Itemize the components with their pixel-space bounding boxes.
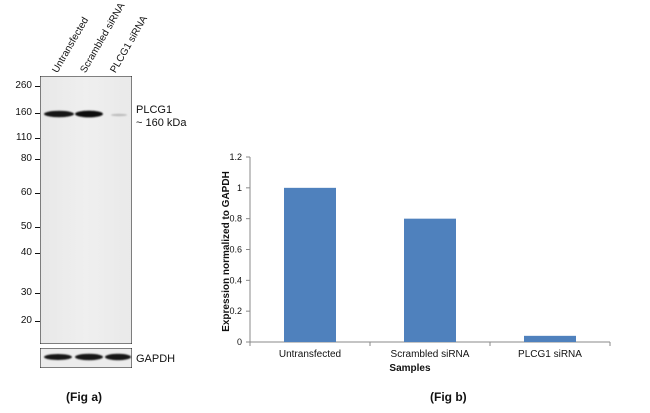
marker-110: 110: [16, 132, 32, 143]
x-axis-label: Samples: [389, 363, 431, 374]
y-axis-label: Expression normalized to GAPDH: [221, 171, 232, 332]
marker-30: 30: [20, 287, 32, 298]
marker-50: 50: [20, 221, 32, 232]
bar-1: [284, 187, 336, 342]
gapdh-band-scrambled: [75, 353, 103, 361]
y-tick-label: 0.2: [229, 306, 242, 316]
marker-tick: [35, 138, 40, 139]
marker-80: 80: [20, 153, 32, 164]
x-tick-label: Scrambled siRNA: [391, 349, 470, 360]
fig-b-caption: (Fig b): [430, 390, 467, 404]
gapdh-band-untransfected: [44, 354, 72, 360]
bar-2: [404, 218, 456, 342]
marker-tick: [35, 293, 40, 294]
y-tick-label: 0.4: [229, 275, 242, 285]
blot-membrane: [40, 76, 132, 344]
marker-tick: [35, 193, 40, 194]
marker-tick: [35, 86, 40, 87]
marker-20: 20: [20, 315, 32, 326]
marker-tick: [35, 321, 40, 322]
marker-tick: [35, 113, 40, 114]
marker-160: 160: [15, 107, 32, 118]
y-tick-label: 1: [237, 183, 242, 193]
band-plcg1-sirna: [111, 113, 127, 117]
bar-3: [524, 335, 576, 342]
fig-a-caption: (Fig a): [66, 390, 102, 404]
y-tick-label: 0: [237, 337, 242, 347]
x-tick-label: PLCG1 siRNA: [518, 349, 582, 360]
band-scrambled: [75, 110, 103, 118]
band-label: PLCG1: [136, 104, 173, 116]
band-untransfected: [44, 110, 74, 118]
gapdh-blot: [40, 348, 132, 368]
band-size: ~ 160 kDa: [136, 117, 187, 129]
gapdh-label: GAPDH: [136, 353, 176, 365]
membrane-frame: [40, 76, 132, 344]
y-tick-label: 0.8: [229, 214, 242, 224]
y-tick-label: 1.2: [229, 152, 242, 162]
marker-tick: [35, 227, 40, 228]
x-tick-label: Untransfected: [279, 349, 341, 360]
y-tick-label: 0.6: [229, 245, 242, 255]
gapdh-band-plcg1-sirna: [105, 353, 131, 361]
marker-tick: [35, 159, 40, 160]
marker-60: 60: [20, 187, 32, 198]
marker-40: 40: [20, 247, 32, 258]
marker-tick: [35, 253, 40, 254]
marker-260: 260: [15, 80, 32, 91]
